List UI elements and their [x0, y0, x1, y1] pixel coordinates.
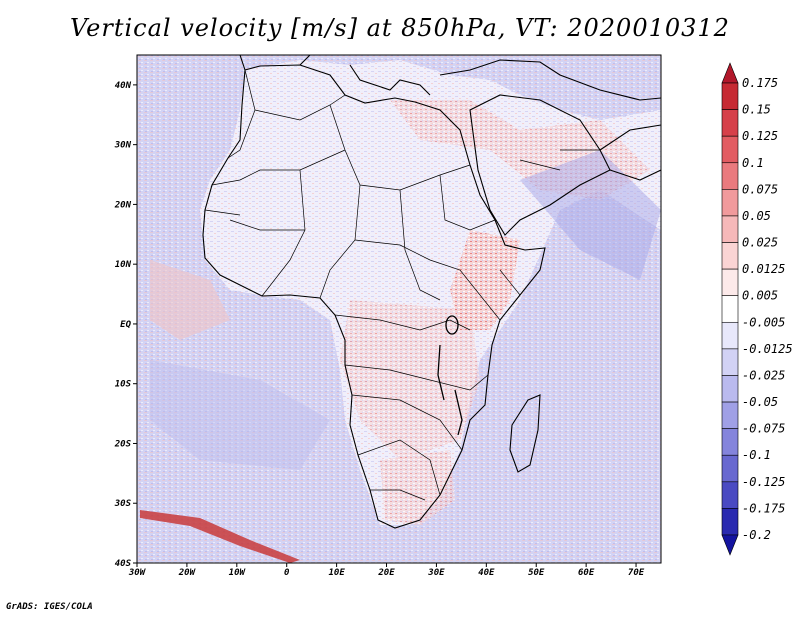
- colorbar-bin: [721, 135, 739, 164]
- colorbar: 0.175 0.15 0.125 0.1 0.075 0.05 0.025 0.0125 0.0…: [721, 62, 793, 556]
- colorbar-bin: [721, 189, 739, 217]
- plot-frame: [136, 54, 662, 564]
- colorbar-bin: [721, 162, 739, 190]
- grads-credit: GrADS: IGES/COLA: [6, 602, 93, 612]
- latitude-axis: 40N 30N 20N 10N EQ 10S 20S 30S 40S: [114, 81, 137, 569]
- colorbar-label: 0.0125: [742, 262, 785, 276]
- colorbar-bin: [721, 534, 739, 556]
- colorbar-label: -0.125: [742, 475, 785, 489]
- colorbar-label: 0.125: [742, 129, 778, 143]
- colorbar-bin: [721, 82, 739, 110]
- map-title: Vertical velocity [m/s] at 850hPa, VT: 2…: [70, 14, 730, 42]
- colorbar-bin: [721, 375, 739, 403]
- colorbar-bin: [721, 508, 739, 536]
- lat-tick-label: 10S: [115, 380, 132, 390]
- lon-tick-label: 30E: [427, 568, 445, 578]
- lon-tick-label: 60E: [578, 568, 595, 578]
- lat-tick-label: 40S: [115, 559, 132, 569]
- colorbar-label: 0.025: [742, 236, 778, 250]
- colorbar-bin: [721, 348, 739, 376]
- lat-tick-label: 30N: [114, 141, 132, 151]
- colorbar-bin: [721, 428, 739, 456]
- colorbar-bin: [721, 268, 739, 297]
- lat-tick-label: 30S: [114, 499, 132, 509]
- colorbar-label: -0.005: [742, 315, 785, 329]
- colorbar-label: -0.2: [742, 528, 771, 542]
- colorbar-bin: [721, 321, 739, 350]
- lon-tick-label: 70E: [628, 568, 645, 578]
- colorbar-label: 0.15: [742, 103, 771, 117]
- colorbar-label: -0.075: [742, 422, 785, 436]
- lon-tick-label: 40E: [478, 568, 495, 578]
- colorbar-label: 0.1: [742, 156, 764, 170]
- colorbar-bin: [721, 295, 739, 323]
- lon-tick-label: 10E: [328, 568, 345, 578]
- colorbar-label: 0.005: [742, 289, 778, 303]
- colorbar-bin: [721, 109, 739, 137]
- lat-tick-label: 20N: [114, 200, 132, 210]
- colorbar-label: -0.1: [742, 448, 771, 462]
- lon-tick-label: 50E: [528, 568, 545, 578]
- colorbar-bin: [721, 481, 739, 509]
- colorbar-label: -0.05: [742, 395, 778, 409]
- lat-tick-label: 10N: [115, 260, 132, 270]
- lon-tick-label: 0: [284, 568, 290, 578]
- vertical-velocity-field: [137, 55, 661, 563]
- longitude-axis: 30W 20W 10W 0 10E 20E 30E 40E 50E 60E 70E: [128, 563, 645, 578]
- colorbar-label: 0.175: [742, 76, 778, 90]
- country-borders: [204, 69, 600, 501]
- colorbar-bin: [721, 454, 739, 483]
- colorbar-bin: [721, 215, 739, 243]
- coastlines: [202, 55, 661, 529]
- lakes: [437, 315, 463, 436]
- colorbar-bin: [721, 401, 739, 429]
- lat-tick-label: EQ: [120, 320, 131, 330]
- lon-tick-label: 20E: [377, 568, 395, 578]
- colorbar-label: -0.0125: [742, 342, 793, 356]
- lat-tick-label: 20S: [114, 439, 132, 449]
- colorbar-bin: [721, 62, 739, 84]
- colorbar-label: 0.075: [742, 182, 778, 196]
- lon-tick-label: 20W: [178, 568, 197, 578]
- colorbar-bin: [721, 242, 739, 270]
- colorbar-label: 0.05: [742, 209, 771, 223]
- lon-tick-label: 30W: [128, 568, 147, 578]
- colorbar-label: -0.175: [742, 501, 785, 515]
- colorbar-label: -0.025: [742, 368, 785, 382]
- lon-tick-label: 10W: [229, 568, 247, 578]
- lat-tick-label: 40N: [115, 81, 132, 91]
